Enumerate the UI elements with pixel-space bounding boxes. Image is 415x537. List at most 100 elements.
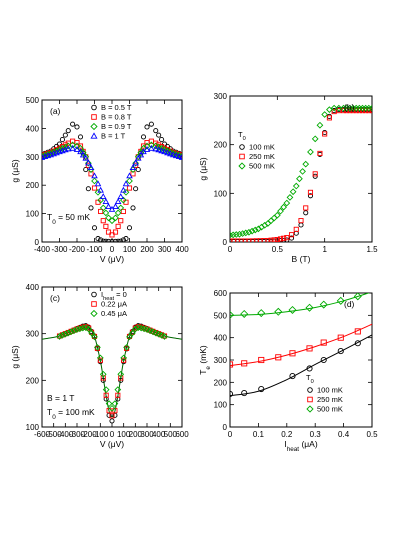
legend-marker	[91, 104, 97, 111]
series-100-mk	[230, 107, 372, 242]
x-tick-label: 0.2	[281, 430, 293, 439]
legend-label: 250 mK	[317, 395, 343, 404]
data-point	[105, 203, 112, 209]
data-point	[88, 205, 94, 211]
y-tick-label: 300	[214, 356, 228, 365]
data-point	[112, 203, 119, 209]
data-point	[114, 386, 122, 394]
data-point	[114, 198, 122, 204]
x-tick-label: 200	[129, 430, 143, 439]
data-point	[79, 151, 87, 158]
x-tick-label: -200	[81, 430, 98, 439]
data-point	[56, 146, 63, 154]
x-tick-label: 200	[140, 245, 154, 254]
data-point	[172, 152, 180, 159]
data-point	[102, 198, 110, 204]
legend-marker	[238, 162, 246, 170]
y-tick-label: 200	[26, 181, 40, 190]
data-point	[85, 325, 93, 333]
data-point	[94, 188, 102, 196]
legend-marker	[90, 132, 98, 139]
x-tick-label: 0.3	[310, 430, 322, 439]
data-point	[56, 333, 63, 340]
panel-label: (d)	[344, 299, 355, 309]
x-tick-label: 0	[110, 245, 115, 254]
data-point	[79, 324, 87, 332]
y-tick-label: 0	[223, 423, 228, 432]
data-point	[265, 237, 271, 242]
y-tick-label: 600	[214, 289, 228, 298]
data-point	[76, 325, 84, 333]
data-point	[62, 132, 68, 138]
data-point	[108, 217, 116, 225]
x-tick-label: -100	[86, 245, 103, 254]
data-point	[129, 164, 137, 171]
data-point	[79, 149, 87, 156]
y-axis-label: g (μS)	[10, 345, 20, 368]
data-point	[144, 124, 150, 130]
data-point	[271, 237, 277, 242]
legend-marker	[306, 405, 314, 413]
data-point	[115, 238, 121, 242]
x-tick-label: 0.5	[272, 245, 284, 254]
data-point	[112, 214, 119, 222]
y-tick-label: 100	[214, 189, 228, 198]
panel-a: -400 -300 -200 -100 0 100 200 300 40001002003004…	[10, 96, 189, 264]
data-point	[137, 149, 145, 156]
data-point	[293, 226, 299, 232]
data-point	[341, 108, 347, 114]
data-point	[87, 164, 95, 171]
data-point	[335, 104, 343, 112]
data-point	[105, 214, 112, 222]
data-point	[169, 151, 177, 158]
data-point	[337, 348, 344, 355]
data-point	[289, 350, 296, 357]
data-point	[158, 147, 165, 154]
y-tick-label: 300	[214, 92, 228, 101]
data-point	[91, 225, 98, 231]
data-point	[105, 229, 112, 235]
x-tick-label: -300	[51, 245, 68, 254]
data-point	[95, 236, 101, 242]
data-point	[283, 199, 291, 207]
legend-label: 250 mK	[249, 152, 275, 161]
annotation-2: T0 = 100 mK	[47, 407, 95, 421]
data-layer	[42, 121, 182, 242]
data-point	[241, 390, 248, 397]
data-point	[91, 333, 98, 341]
data-point	[306, 345, 313, 352]
data-point	[102, 209, 110, 217]
data-point	[118, 218, 124, 224]
data-point	[88, 329, 95, 337]
data-point	[73, 142, 81, 150]
data-point	[317, 150, 323, 156]
data-point	[336, 296, 345, 305]
x-tick-label: 300	[158, 245, 172, 254]
x-axis-label: B (T)	[292, 254, 311, 264]
x-axis-label: Iheat (μA)	[284, 439, 318, 453]
data-point	[112, 229, 119, 235]
data-point	[273, 211, 281, 219]
data-point	[242, 229, 250, 237]
legend: Iheat = 00.22 μA0.45 μA	[90, 290, 127, 318]
data-point	[230, 231, 234, 239]
legend-label: 500 mK	[249, 162, 275, 171]
data-point	[326, 115, 332, 121]
data-point	[129, 329, 136, 337]
y-axis-label: Te (mK)	[198, 345, 212, 375]
data-point	[114, 209, 122, 217]
data-point	[82, 324, 90, 331]
legend-marker	[90, 122, 98, 131]
data-point	[319, 300, 328, 309]
legend-marker	[307, 396, 313, 403]
x-tick-label: 100	[123, 245, 137, 254]
y-tick-label: 200	[214, 141, 228, 150]
data-point	[289, 373, 296, 380]
data-point	[70, 121, 76, 127]
data-point	[120, 237, 126, 242]
data-point	[286, 194, 294, 201]
x-tick-label: 300	[140, 430, 154, 439]
data-point	[85, 159, 92, 166]
data-point	[288, 235, 295, 241]
